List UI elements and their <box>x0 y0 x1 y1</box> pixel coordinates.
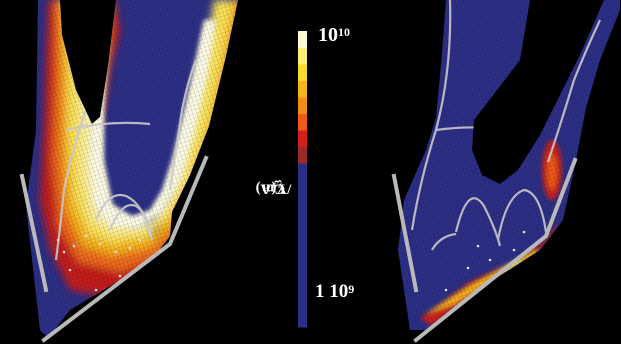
colorbar-segment <box>298 80 307 98</box>
colorbar-segment <box>298 64 307 81</box>
colorbar-segment <box>298 163 307 328</box>
map-right <box>391 0 620 343</box>
colorbar-max-label: 1010 <box>318 24 350 46</box>
colorbar-segment <box>298 130 307 147</box>
colorbar-segment <box>298 47 307 65</box>
colorbar-min-label: 1 109 <box>315 281 355 302</box>
colorbar-segment <box>298 31 307 48</box>
colorbar-segment <box>298 113 307 131</box>
colorbar-segment <box>298 146 307 164</box>
colorbar-segment <box>298 97 307 114</box>
colorbar <box>298 31 307 328</box>
map-left <box>19 0 238 343</box>
